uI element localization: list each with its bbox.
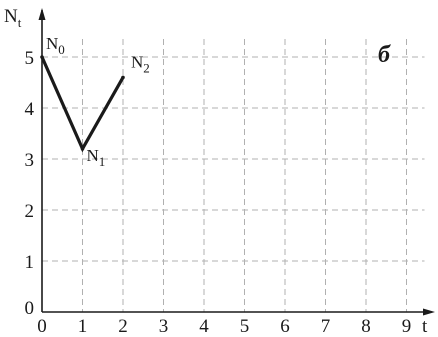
point-label: N0 [46,34,65,57]
y-tick-label: 0 [25,298,35,319]
y-tick-label: 3 [25,150,35,171]
x-axis-arrow [423,308,435,316]
data-point [80,147,85,151]
x-tick-label: 7 [321,316,331,337]
grid [42,39,425,312]
y-axis-title: Nt [4,6,22,30]
data-series [40,55,125,153]
x-tick-label: 9 [402,316,412,337]
x-tick-label: 2 [118,316,128,337]
x-axis-title: t [422,316,428,337]
data-point [40,55,44,59]
x-tick-label: 6 [280,316,290,337]
y-axis-arrow [38,8,46,20]
tick-labels: 0 1 2 3 4 5 6 7 8 9 0 1 2 3 4 5 [25,48,412,337]
y-tick-label: 4 [25,99,35,120]
x-tick-label: 8 [361,316,371,337]
x-tick-label: 5 [240,316,250,337]
data-point [121,75,125,80]
y-tick-label: 1 [25,252,35,273]
point-labels: N0 N1 N2 [46,34,150,169]
axes: Nt t [4,6,435,337]
point-label: N2 [131,52,150,75]
x-tick-label: 1 [78,316,88,337]
panel-label: б [378,42,391,68]
y-tick-label: 2 [25,201,35,222]
x-tick-label: 3 [159,316,169,337]
x-tick-label: 4 [199,316,209,337]
point-label: N1 [87,146,106,169]
x-tick-label: 0 [37,316,47,337]
y-tick-label: 5 [25,48,35,69]
